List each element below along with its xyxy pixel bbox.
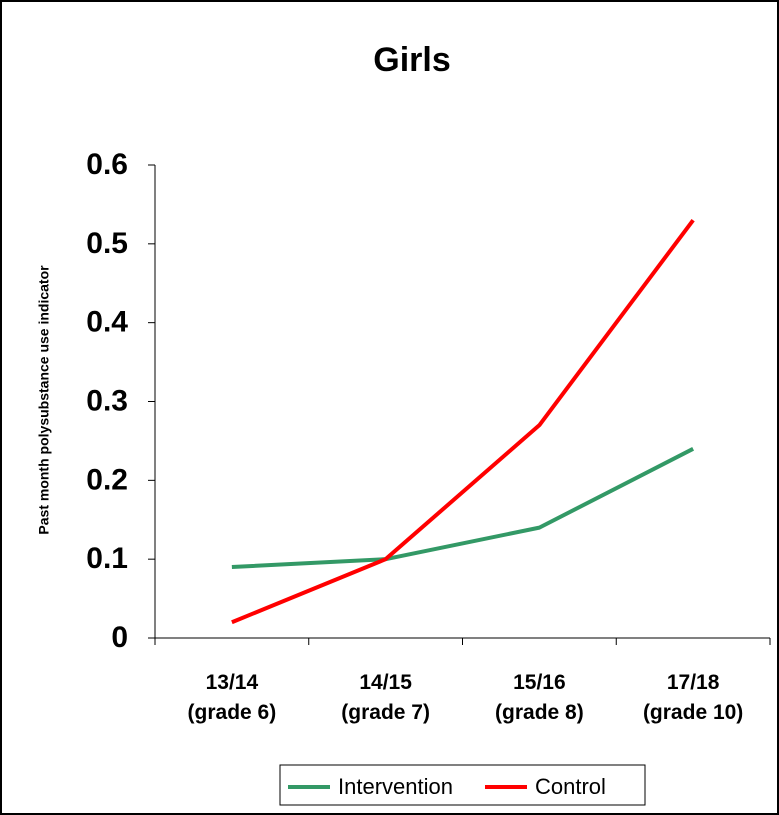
chart-title: Girls xyxy=(373,41,450,79)
legend-label: Intervention xyxy=(338,774,453,799)
y-tick-label: 0.1 xyxy=(86,542,128,575)
x-tick-label: 15/16 (grade 8) xyxy=(495,671,584,724)
y-tick-label: 0.3 xyxy=(86,384,128,417)
legend-label: Control xyxy=(535,774,606,799)
y-tick-label: 0.6 xyxy=(86,148,128,181)
legend-box xyxy=(279,764,646,806)
series-line xyxy=(231,218,695,625)
x-tick-label: 17/18 (grade 10) xyxy=(642,671,744,724)
y-tick-label: 0.5 xyxy=(86,227,128,260)
y-axis-label: Past month polysubstance use indicator xyxy=(36,265,52,535)
x-tick-label: 14/15 (grade 7) xyxy=(341,671,430,724)
series-line xyxy=(231,447,695,570)
y-tick-label: 0.2 xyxy=(86,463,128,496)
y-tick-label: 0.4 xyxy=(86,306,128,339)
x-tick-label: 13/14 (grade 6) xyxy=(187,671,277,724)
y-tick-label: 0 xyxy=(111,621,128,654)
